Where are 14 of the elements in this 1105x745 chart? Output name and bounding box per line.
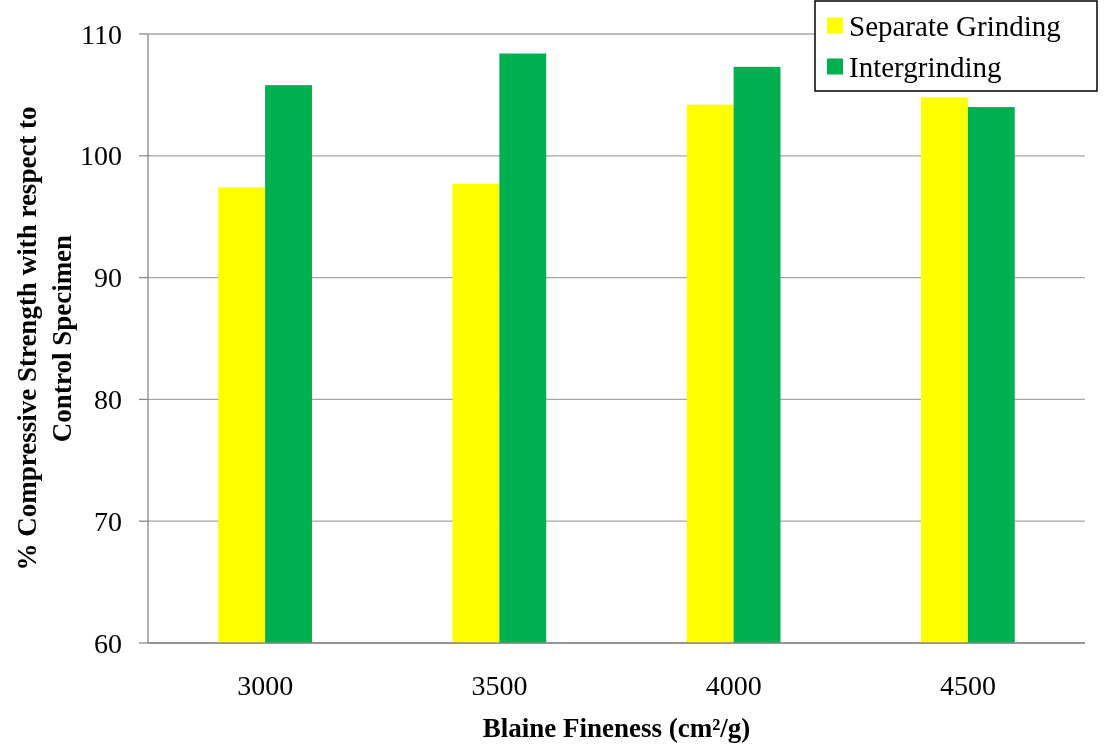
y-tick-label: 80: [94, 383, 122, 415]
y-axis-title: % Compressive Strength with respect to Control Specimen: [12, 106, 77, 571]
legend-label: Intergrinding: [849, 50, 1002, 83]
x-tick-label: 4000: [705, 669, 762, 701]
x-tick-label: 4500: [939, 669, 996, 701]
y-tick-label: 60: [94, 627, 122, 659]
y-tick-label: 100: [80, 140, 122, 172]
x-axis-title: Blaine Fineness (cm²/g): [482, 713, 751, 743]
y-tick-label: 90: [94, 262, 122, 294]
y-tick-label: 70: [94, 505, 122, 537]
y-tick-label: 110: [81, 18, 122, 50]
x-tick-label: 3500: [471, 669, 528, 701]
legend-label: Separate Grinding: [849, 9, 1061, 42]
x-tick-label: 3000: [237, 669, 294, 701]
